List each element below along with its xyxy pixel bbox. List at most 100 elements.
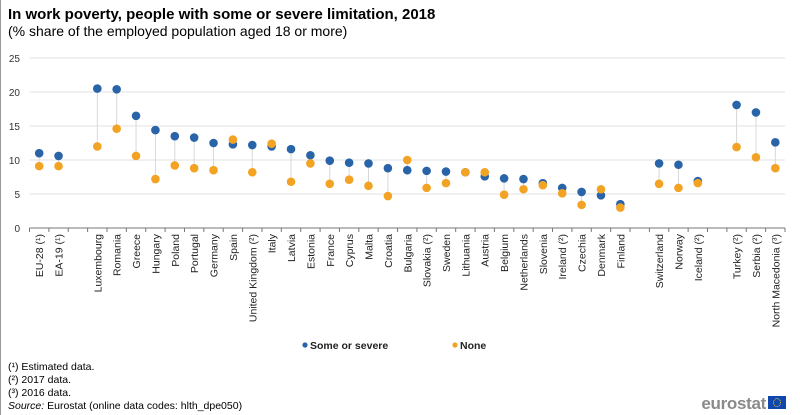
x-tick-label: Netherlands [518, 234, 530, 291]
point-some-or-severe [519, 174, 528, 184]
point-none [577, 200, 586, 210]
legend-marker [452, 342, 458, 348]
x-tick-label: Luxembourg [92, 234, 104, 293]
point-some-or-severe [364, 159, 373, 168]
point-none [654, 179, 664, 189]
point-some-or-severe [247, 140, 257, 150]
eu-flag-icon [768, 396, 786, 409]
x-tick-label: France [325, 234, 337, 267]
point-some-or-severe [441, 167, 451, 176]
point-some-or-severe [577, 187, 586, 197]
x-tick-label: Serbia (²) [751, 234, 763, 278]
point-none [93, 142, 102, 151]
y-tick-label: 5 [14, 190, 20, 201]
point-some-or-severe [325, 156, 335, 165]
footnote-2: (²) 2017 data. [8, 374, 72, 386]
point-some-or-severe [402, 165, 412, 175]
point-none [247, 167, 257, 177]
point-some-or-severe [654, 159, 664, 168]
source-text: Eurostat (online data codes: hlth_dpe050… [44, 400, 243, 412]
point-none [344, 175, 354, 185]
footnote-1: (¹) Estimated data. [8, 361, 95, 373]
point-some-or-severe [751, 108, 761, 117]
chart-title: In work poverty, people with some or sev… [8, 6, 436, 23]
x-tick-label: Switzerland [654, 234, 666, 288]
x-tick-label: EU-28 (¹) [34, 234, 46, 277]
point-none [596, 184, 606, 194]
point-none [170, 161, 180, 170]
x-tick-label: Denmark [596, 233, 608, 276]
point-none [306, 159, 315, 168]
x-tick-label: Ireland (²) [557, 234, 569, 280]
point-none [325, 179, 335, 189]
point-some-or-severe [422, 166, 431, 176]
x-tick-label: Malta [364, 234, 376, 260]
point-none [34, 161, 44, 171]
point-none [616, 203, 625, 212]
x-tick-label: Bulgaria [402, 234, 414, 273]
point-none [189, 163, 199, 173]
point-some-or-severe [209, 138, 218, 148]
y-tick-label: 0 [14, 224, 20, 235]
y-tick-label: 20 [9, 88, 21, 99]
point-none [751, 152, 761, 162]
x-tick-label: Germany [209, 233, 221, 277]
point-some-or-severe [771, 138, 780, 147]
x-tick-label: Estonia [305, 234, 317, 269]
point-some-or-severe [306, 150, 315, 160]
point-none [267, 139, 276, 148]
x-tick-label: Iceland (²) [693, 234, 705, 281]
x-tick-label: Czechia [577, 234, 589, 272]
x-tick-label: Poland [170, 234, 182, 267]
x-tick-label: Portugal [189, 234, 201, 273]
y-tick-label: 25 [9, 54, 21, 65]
point-none [557, 189, 567, 198]
point-none [461, 167, 470, 177]
x-tick-label: Sweden [441, 234, 453, 272]
point-some-or-severe [286, 144, 296, 154]
point-none [364, 181, 373, 191]
legend-label: Some or severe [310, 340, 388, 352]
point-none [422, 183, 431, 193]
point-none [112, 124, 121, 134]
eurostat-logo: eurostat [701, 394, 766, 413]
point-none [383, 191, 393, 201]
x-tick-label: Croatia [383, 234, 395, 268]
x-tick-label: Norway [673, 233, 685, 269]
source-label: Source: [8, 400, 45, 412]
point-none [499, 190, 509, 199]
point-some-or-severe [131, 111, 141, 121]
legend-label: None [460, 340, 486, 352]
point-some-or-severe [151, 125, 160, 135]
point-none [131, 151, 141, 161]
point-some-or-severe [499, 174, 509, 183]
y-tick-label: 10 [9, 156, 21, 167]
point-none [228, 135, 238, 144]
footnote-3: (³) 2016 data. [8, 387, 72, 399]
source-line: Source: Eurostat (online data codes: hlt… [8, 400, 242, 412]
legend-marker [302, 342, 308, 348]
x-tick-label: Romania [112, 234, 124, 276]
point-none [693, 178, 703, 188]
point-none [538, 180, 548, 190]
point-none [151, 174, 160, 184]
point-none [54, 161, 63, 171]
point-some-or-severe [34, 148, 44, 158]
x-tick-label: Spain [228, 234, 240, 261]
point-some-or-severe [170, 131, 180, 141]
x-tick-label: Hungary [150, 233, 162, 273]
x-tick-label: Lithuania [460, 234, 472, 277]
point-some-or-severe [344, 158, 354, 168]
point-none [209, 165, 218, 175]
x-tick-label: Slovakia (²) [422, 234, 434, 287]
x-tick-label: Latvia [286, 234, 298, 262]
point-some-or-severe [54, 151, 63, 161]
point-some-or-severe [112, 84, 121, 94]
x-tick-label: Belgium [499, 234, 511, 272]
point-some-or-severe [189, 133, 199, 142]
x-tick-label: Italy [267, 233, 279, 253]
point-some-or-severe [674, 160, 683, 170]
point-none [441, 178, 451, 188]
